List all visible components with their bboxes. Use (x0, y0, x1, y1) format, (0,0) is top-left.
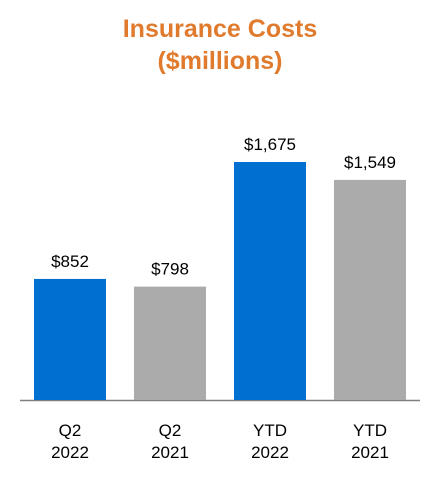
bar-2 (234, 162, 306, 400)
bar-3 (334, 179, 406, 400)
category-label-3-line-2: 2021 (351, 443, 389, 462)
category-label-0-line-1: Q2 (59, 421, 82, 440)
category-label-1-line-1: Q2 (159, 421, 182, 440)
bar-1 (134, 286, 206, 400)
bar-0 (34, 278, 106, 400)
data-label-0: $852 (51, 252, 89, 271)
category-label-3-line-1: YTD (353, 421, 387, 440)
data-label-3: $1,549 (344, 153, 396, 172)
category-label-2-line-1: YTD (253, 421, 287, 440)
chart-title-line-1: Insurance Costs (122, 15, 318, 43)
data-label-2: $1,675 (244, 135, 296, 154)
category-label-1-line-2: 2021 (151, 443, 189, 462)
category-label-0-line-2: 2022 (51, 443, 89, 462)
data-label-1: $798 (151, 260, 189, 279)
category-label-2-line-2: 2022 (251, 443, 289, 462)
chart-title-line-2: ($millions) (157, 47, 283, 75)
